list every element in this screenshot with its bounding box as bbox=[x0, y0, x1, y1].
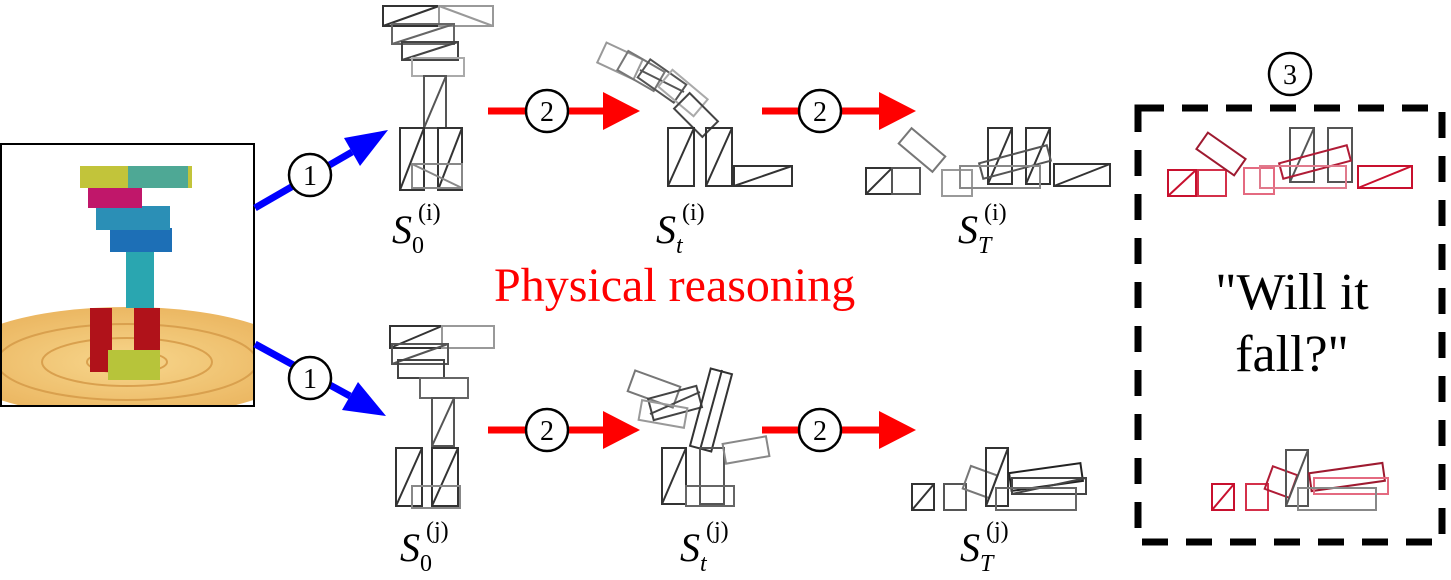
wireframe-st-top bbox=[595, 41, 793, 187]
svg-text:2: 2 bbox=[813, 416, 827, 447]
state-label-st-bottom: St (j) bbox=[680, 518, 729, 577]
step-circle-perception-top: 1 bbox=[287, 152, 333, 198]
step-circle-sim-top-1: 2 bbox=[524, 88, 570, 134]
svg-text:3: 3 bbox=[1283, 60, 1297, 91]
step-circle-sim-bottom-2: 2 bbox=[797, 407, 843, 453]
wireframe-sT-top bbox=[865, 126, 1111, 197]
wireframe-question-bottom bbox=[1211, 449, 1389, 511]
wireframe-question-top bbox=[1167, 127, 1413, 197]
question-line-2: fall?" bbox=[1235, 326, 1349, 383]
svg-text:2: 2 bbox=[540, 97, 554, 128]
state-label-st-top: St (i) bbox=[656, 200, 705, 259]
wireframe-s0-bottom bbox=[389, 325, 495, 509]
state-label-s0-bottom: S0 (j) bbox=[400, 518, 449, 577]
state-label-s0-top: S0 (i) bbox=[392, 200, 441, 259]
physical-reasoning-label: Physical reasoning bbox=[494, 259, 856, 312]
wireframe-st-bottom bbox=[626, 367, 771, 507]
question-text: "Will it fall?" bbox=[1142, 262, 1442, 386]
wireframe-s0-top bbox=[382, 5, 494, 191]
state-label-sT-bottom: ST (j) bbox=[960, 518, 1009, 577]
wireframe-sT-bottom bbox=[911, 447, 1087, 511]
state-label-sT-top: ST (i) bbox=[958, 200, 1007, 259]
step-circle-sim-bottom-1: 2 bbox=[524, 407, 570, 453]
question-box bbox=[1134, 104, 1446, 546]
svg-text:1: 1 bbox=[303, 161, 317, 192]
svg-text:2: 2 bbox=[813, 97, 827, 128]
step-circle-perception-bottom: 1 bbox=[287, 355, 333, 401]
question-line-1: "Will it bbox=[1215, 264, 1369, 321]
input-scene-image bbox=[0, 143, 255, 407]
step-circle-question: 3 bbox=[1267, 51, 1313, 97]
svg-text:2: 2 bbox=[540, 416, 554, 447]
step-circle-sim-top-2: 2 bbox=[797, 88, 843, 134]
svg-text:1: 1 bbox=[303, 364, 317, 395]
